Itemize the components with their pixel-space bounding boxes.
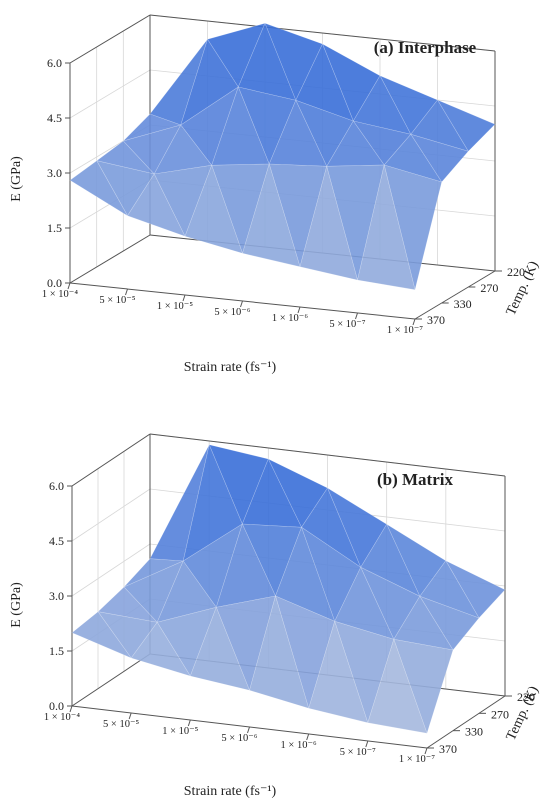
y-tick-label: 330 xyxy=(454,297,472,311)
surface-facet xyxy=(326,120,385,167)
y-tick-label: 220 xyxy=(507,265,525,279)
x-tick-label: 1 × 10⁻⁵ xyxy=(157,301,193,312)
chart-interphase: (a) Interphase E (GPa) Strain rate (fs⁻¹… xyxy=(9,14,542,375)
surface-facet xyxy=(189,606,250,691)
axes-box xyxy=(67,433,512,755)
surface xyxy=(71,443,506,735)
x-tick-label: 1 × 10⁻⁵ xyxy=(162,726,198,737)
x-tick xyxy=(67,282,71,290)
x-tick xyxy=(355,312,358,320)
x-tick xyxy=(365,740,369,748)
gridline xyxy=(69,69,151,119)
gridline xyxy=(71,488,151,542)
surface-facet xyxy=(184,164,243,254)
x-tick xyxy=(424,747,428,755)
x-tick xyxy=(297,306,301,314)
z-tick-label: 4.5 xyxy=(49,534,64,548)
y-tick-label: 270 xyxy=(480,281,498,295)
chart-title: (a) Interphase xyxy=(374,38,477,57)
x-tick xyxy=(247,726,250,734)
y-tick-label: 370 xyxy=(427,313,445,327)
surface-facet xyxy=(211,163,270,255)
surface-facet xyxy=(299,165,358,281)
y-tick-label: 270 xyxy=(491,707,509,721)
x-tick xyxy=(125,288,128,296)
x-tick-label: 1 × 10⁻⁴ xyxy=(44,712,80,723)
x-tick-label: 5 × 10⁻⁷ xyxy=(340,747,376,758)
gridline xyxy=(71,543,151,597)
x-tick-label: 1 × 10⁻⁶ xyxy=(272,313,308,324)
x-tick xyxy=(187,719,191,727)
surface-facet xyxy=(242,162,301,268)
z-tick-label: 1.5 xyxy=(47,221,62,235)
chart-title: (b) Matrix xyxy=(377,470,454,489)
axis-edge xyxy=(149,433,506,477)
surface xyxy=(69,22,496,291)
y-tick-label: 370 xyxy=(439,742,457,756)
x-axis-label: Strain rate (fs⁻¹) xyxy=(184,360,277,375)
surface-facet xyxy=(127,173,186,237)
z-axis-label: E (GPa) xyxy=(9,582,24,628)
z-axis-label: E (GPa) xyxy=(9,156,24,202)
axis-edge xyxy=(426,695,506,749)
z-tick-label: 6.0 xyxy=(47,56,62,70)
x-tick-label: 1 × 10⁻⁷ xyxy=(387,325,423,336)
axis-edge xyxy=(414,270,496,320)
surface-facet xyxy=(268,99,328,167)
surface-facet xyxy=(211,86,270,166)
x-tick-label: 1 × 10⁻⁴ xyxy=(42,289,78,300)
z-tick-label: 3.0 xyxy=(47,166,62,180)
chart-matrix: (b) Matrix E (GPa) Strain rate (fs⁻¹) Te… xyxy=(9,433,542,799)
axis-edge xyxy=(71,433,151,487)
x-tick xyxy=(240,300,243,308)
z-tick-label: 4.5 xyxy=(47,111,62,125)
z-tick-label: 3.0 xyxy=(49,589,64,603)
surface-facet xyxy=(357,164,416,291)
axis-edge xyxy=(69,14,151,64)
x-tick-label: 5 × 10⁻⁷ xyxy=(329,319,365,330)
surface-facet xyxy=(410,133,469,183)
x-tick-label: 1 × 10⁻⁷ xyxy=(399,754,435,765)
x-tick-label: 5 × 10⁻⁶ xyxy=(221,733,257,744)
y-tick-label: 220 xyxy=(517,690,535,704)
x-tick-label: 5 × 10⁻⁵ xyxy=(99,295,135,306)
x-axis-label: Strain rate (fs⁻¹) xyxy=(184,784,277,799)
x-tick xyxy=(69,705,73,713)
z-tick-label: 6.0 xyxy=(49,479,64,493)
surface-facet xyxy=(130,621,191,677)
z-tick-label: 0.0 xyxy=(47,276,62,290)
axis-edge xyxy=(69,234,151,284)
surface-facet xyxy=(445,559,506,619)
x-tick xyxy=(128,712,132,720)
surface-facet xyxy=(69,160,129,217)
x-tick xyxy=(182,294,186,302)
y-tick-label: 330 xyxy=(465,725,483,739)
x-tick-label: 5 × 10⁻⁵ xyxy=(103,719,139,730)
surface-facet xyxy=(367,638,428,734)
axis-edge xyxy=(149,14,496,52)
x-tick-label: 1 × 10⁻⁶ xyxy=(281,740,317,751)
x-tick xyxy=(306,733,310,741)
x-tick xyxy=(412,318,416,326)
surface-facet xyxy=(308,620,369,724)
z-tick-label: 0.0 xyxy=(49,699,64,713)
surface-facet xyxy=(71,611,133,659)
x-tick-label: 5 × 10⁻⁶ xyxy=(214,307,250,318)
surface-facet xyxy=(153,124,213,175)
axis-edge xyxy=(71,653,151,707)
surface-facet xyxy=(249,594,310,709)
z-tick-label: 1.5 xyxy=(49,644,64,658)
